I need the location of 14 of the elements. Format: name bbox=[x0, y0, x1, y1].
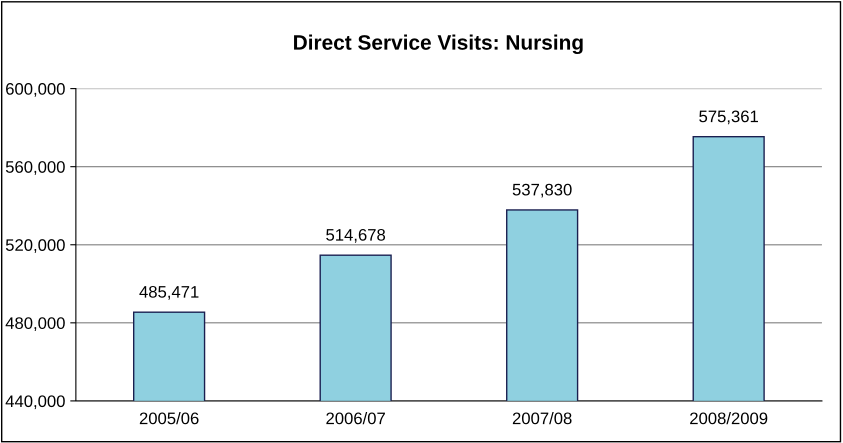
y-tick-label: 440,000 bbox=[6, 395, 65, 410]
data-label: 485,471 bbox=[139, 286, 198, 300]
y-tick-label: 560,000 bbox=[6, 161, 65, 175]
x-tick-label: 2007/08 bbox=[512, 412, 572, 424]
data-label: 514,678 bbox=[326, 228, 386, 243]
data-label: 575,361 bbox=[699, 110, 758, 124]
x-tick-label: 2005/06 bbox=[140, 412, 199, 424]
x-tick-label: 2006/07 bbox=[326, 412, 385, 424]
y-tick-label: 480,000 bbox=[6, 317, 65, 332]
data-label: 537,830 bbox=[512, 184, 572, 198]
chart-title: Direct Service Visits: Nursing bbox=[294, 34, 583, 54]
y-tick-label: 520,000 bbox=[6, 239, 65, 253]
y-tick-label: 600,000 bbox=[6, 83, 65, 97]
x-tick-label: 2008/2009 bbox=[690, 412, 768, 424]
